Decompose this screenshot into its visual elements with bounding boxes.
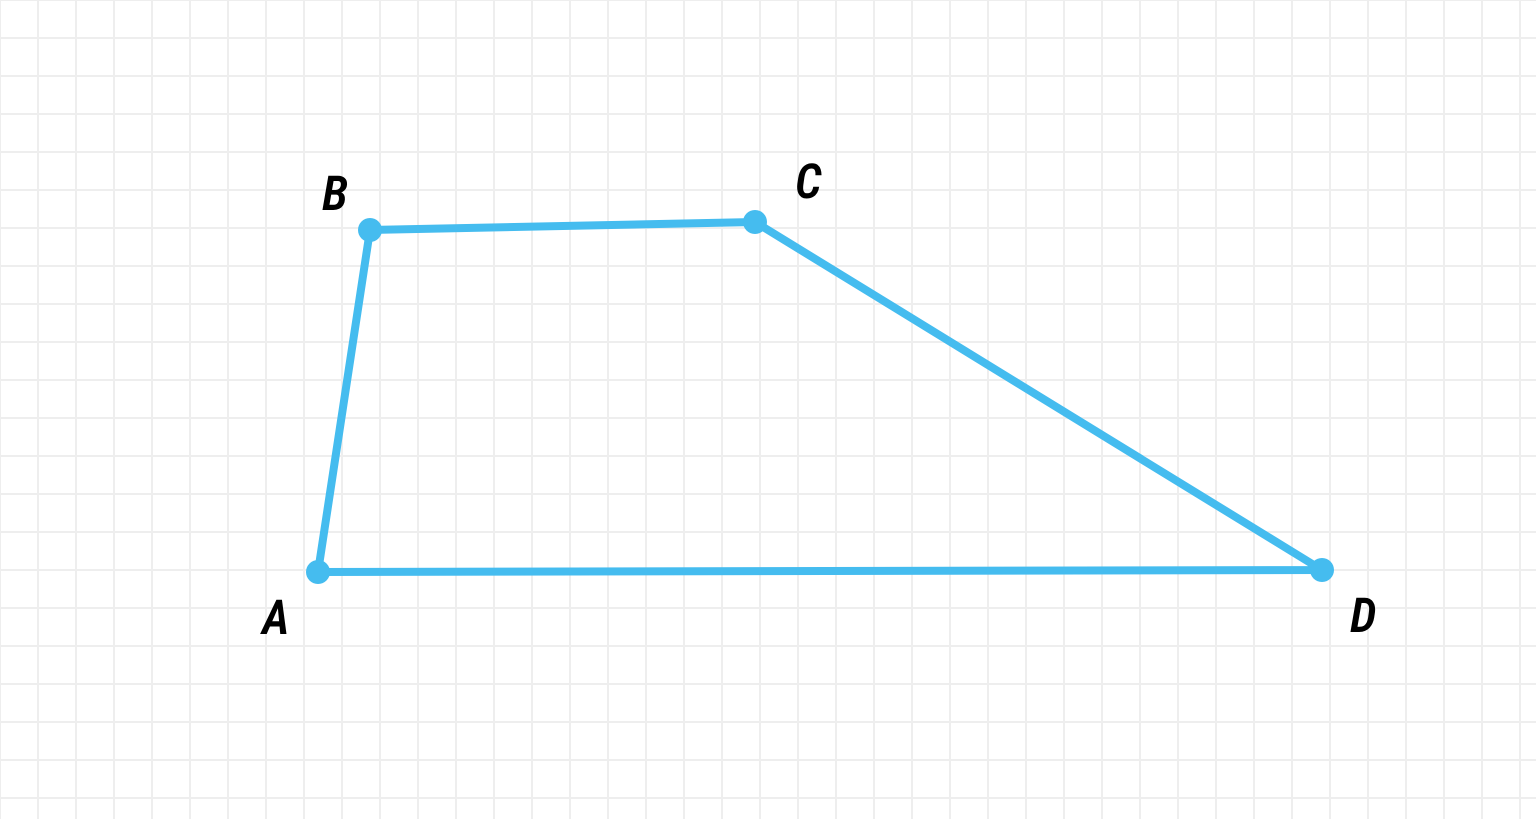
- geometry-canvas: A B C D: [0, 0, 1536, 819]
- background: [0, 0, 1536, 819]
- vertex-c: [743, 210, 767, 234]
- vertex-a: [306, 560, 330, 584]
- vertex-label-c: C: [795, 153, 822, 210]
- vertex-label-a: A: [260, 589, 290, 646]
- vertex-label-b: B: [322, 165, 348, 222]
- vertex-b: [358, 218, 382, 242]
- vertex-d: [1310, 558, 1334, 582]
- vertex-label-d: D: [1350, 587, 1376, 644]
